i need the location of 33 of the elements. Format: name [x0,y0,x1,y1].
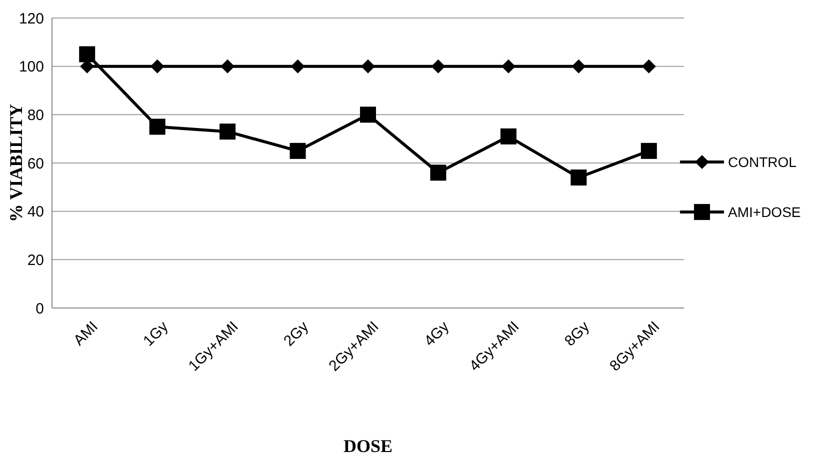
point [290,59,305,74]
point [570,170,587,186]
y-tick-label: 120 [18,10,44,28]
point [150,59,164,74]
point [430,164,446,181]
point [572,59,586,74]
point [360,106,376,123]
point [500,128,516,144]
x-tick-label: AMI [70,318,102,350]
y-tick-label: 60 [27,155,44,172]
y-tick-label: 0 [36,300,44,318]
point [640,142,657,159]
point [361,59,375,74]
y-tick-label: 40 [27,204,44,221]
x-tick-label: 4Gy [421,318,453,350]
point [501,59,516,74]
point [290,142,306,159]
x-tick-label: 8Gy [561,318,594,350]
y-tick-label: 100 [18,58,44,76]
legend-label: CONTROL [728,154,797,170]
point [149,118,166,135]
y-tick-label: 20 [27,252,44,269]
point [220,124,236,140]
legend-label: AMI+DOSE [728,204,801,220]
y-axis-title: % VIABILITY [6,104,26,222]
point [642,59,656,74]
point [220,59,235,74]
x-tick-label: 1Gy [140,318,172,350]
x-tick-label: 2Gy [280,318,312,350]
point [431,59,446,74]
x-axis-title: DOSE [343,436,393,456]
y-tick-label: 80 [27,106,44,124]
point [79,46,96,62]
